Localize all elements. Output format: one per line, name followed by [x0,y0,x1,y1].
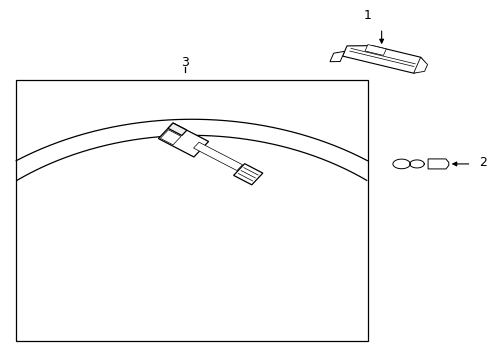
Bar [16,80,367,341]
Polygon shape [193,142,242,171]
Polygon shape [413,57,427,73]
Polygon shape [427,159,448,169]
Polygon shape [158,123,208,157]
Polygon shape [233,164,263,185]
Polygon shape [160,130,181,145]
Text: 1: 1 [363,9,371,22]
Polygon shape [342,46,425,73]
Polygon shape [168,123,186,135]
Text: 3: 3 [180,56,188,69]
Polygon shape [365,45,386,55]
Text: 2: 2 [478,156,486,168]
Polygon shape [329,51,344,62]
